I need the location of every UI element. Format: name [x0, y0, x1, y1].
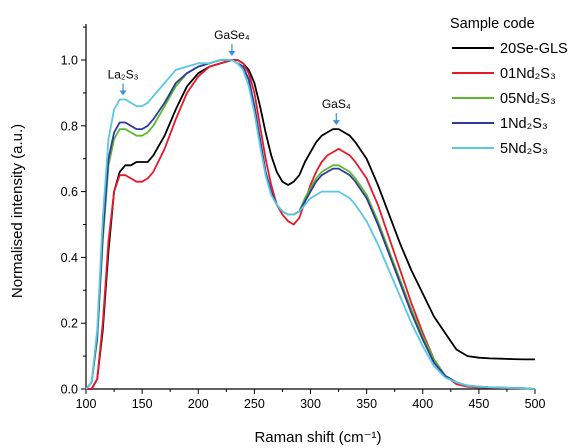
x-tick-label: 500	[525, 397, 546, 411]
legend: Sample code 20Se-GLS 01Nd₂S₃ 05Nd₂S₃ 1Nd₂S₃…	[446, 16, 584, 170]
x-tick-label: 200	[188, 397, 209, 411]
x-tick-label: 150	[132, 397, 153, 411]
x-tick-label: 250	[244, 397, 265, 411]
annotation-arrowhead	[119, 90, 127, 96]
y-tick-label: 0.2	[61, 317, 78, 331]
series-line	[85, 59, 536, 390]
legend-entry: 1Nd₂S₃	[500, 116, 548, 132]
legend-entry: 01Nd₂S₃	[500, 66, 556, 82]
y-tick-label: 0.4	[61, 251, 78, 265]
x-tick-label: 300	[300, 397, 321, 411]
y-tick-label: 0.8	[61, 119, 78, 133]
x-tick-label: 100	[76, 397, 97, 411]
x-axis-label: Raman shift (cm⁻¹)	[254, 429, 381, 446]
legend-entry: 20Se-GLS	[500, 41, 568, 57]
annotation-layer: La₂S₃ GaSe₄ GaS₄	[108, 28, 351, 126]
annotation-arrowhead	[332, 120, 340, 126]
annotation-label: GaSe₄	[214, 28, 250, 42]
x-tick-label: 450	[468, 397, 489, 411]
annotation-arrowhead	[228, 51, 236, 56]
y-tick-label: 0.6	[61, 185, 78, 199]
legend-entry: 05Nd₂S₃	[500, 91, 556, 107]
x-tick-label: 400	[412, 397, 433, 411]
axes-layer: 100 150 200 250 300 350 400 450 500 0.0 0.2 0.4 0.6 0…	[61, 24, 546, 411]
legend-entry: 5Nd₂S₃	[500, 141, 548, 157]
annotation-label: La₂S₃	[108, 67, 139, 81]
annotation-label: GaS₄	[322, 97, 351, 111]
series-layer	[85, 59, 536, 390]
x-tick-label: 350	[356, 397, 377, 411]
y-axis-label: Normalised intensity (a.u.)	[9, 124, 26, 298]
y-tick-label: 0.0	[61, 383, 78, 397]
y-tick-label: 1.0	[61, 54, 78, 68]
legend-title: Sample code	[450, 16, 535, 32]
series-line	[86, 59, 535, 390]
